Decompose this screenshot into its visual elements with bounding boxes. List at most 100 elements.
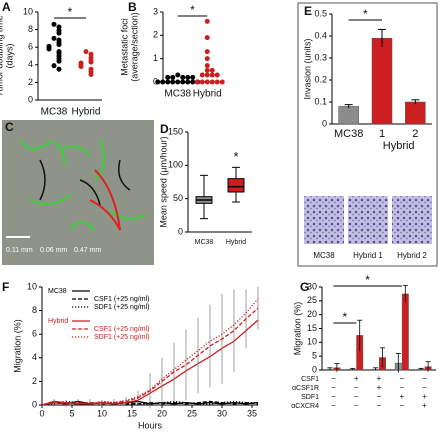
data-point	[56, 58, 62, 64]
y-tick-label: 0	[28, 94, 33, 104]
micrograph	[2, 120, 154, 265]
data-point	[160, 79, 166, 85]
data-point	[214, 72, 220, 78]
data-point	[83, 49, 89, 55]
significance-label: *	[363, 7, 368, 21]
y-tick-label: 0	[322, 118, 327, 128]
y-tick-label: 0.5	[314, 8, 327, 18]
x-tick-label: 0	[39, 408, 44, 418]
scale-label: 0.47 mm	[74, 247, 101, 254]
data-point	[199, 79, 205, 85]
condition-mark: −	[331, 401, 336, 410]
panel-label: E	[304, 4, 312, 18]
data-point	[209, 67, 215, 73]
data-point	[204, 49, 210, 55]
condition-mark: −	[377, 392, 382, 401]
legend-label: SDF1 (+25 ng/ml)	[94, 334, 149, 341]
y-tick-label: 2	[32, 376, 37, 386]
x-tick-label: 2	[412, 128, 418, 140]
condition-mark: −	[399, 374, 404, 383]
data-point	[204, 67, 210, 73]
invasion-image	[392, 196, 432, 244]
significance-label: *	[233, 149, 238, 164]
y-tick-label: 0	[178, 226, 183, 236]
legend-label: CSF1 (+25 ng/ml)	[94, 296, 149, 303]
data-point	[185, 79, 191, 85]
y-axis-label: Migration (%)	[292, 302, 302, 356]
condition-mark: −	[331, 392, 336, 401]
data-point	[155, 79, 161, 85]
condition-mark: −	[399, 383, 404, 392]
data-point	[88, 51, 94, 57]
data-point	[190, 79, 196, 85]
series-line	[41, 298, 259, 406]
y-tick-label: 1	[153, 53, 158, 63]
invasion-image	[304, 196, 344, 244]
x-tick-label: 25	[187, 408, 197, 418]
data-point	[214, 79, 220, 85]
panel-label: D	[160, 122, 169, 136]
data-point	[180, 74, 186, 80]
y-tick-label: 0.3	[314, 52, 327, 62]
x-tick-label: 15	[127, 408, 137, 418]
scale-label: 0.06 mm	[40, 247, 67, 254]
x-tick-label: 35	[247, 408, 257, 418]
y-tick-label: 5	[312, 351, 317, 361]
y-tick-label: 8	[32, 305, 37, 315]
legend-label: CSF1 (+25 ng/ml)	[94, 326, 149, 333]
condition-label: αCXCR4	[291, 403, 319, 410]
y-tick-label: 6	[28, 42, 33, 52]
data-point	[46, 46, 52, 52]
y-tick-label: 0	[312, 364, 317, 374]
y-axis-label: (average/section)	[129, 12, 139, 82]
condition-mark: −	[422, 383, 427, 392]
data-point	[190, 74, 196, 80]
condition-label: SDF1	[301, 394, 319, 401]
y-tick-label: 25	[307, 295, 317, 305]
x-tick-label: MC38	[41, 107, 68, 118]
y-axis-label: Tumor doubling time	[0, 15, 4, 97]
y-tick-label: 4	[28, 59, 33, 69]
y-tick-label: 50	[173, 193, 183, 203]
condition-mark: +	[399, 392, 404, 401]
data-point	[175, 72, 181, 78]
data-point	[194, 79, 200, 85]
y-tick-label: 0	[32, 399, 37, 409]
x-tick-label: Hybrid	[226, 239, 246, 246]
series-line	[41, 307, 259, 406]
scale-label: 0.11 mm	[6, 247, 33, 254]
data-point	[56, 66, 62, 72]
y-tick-label: 10	[23, 6, 33, 16]
data-point	[165, 79, 171, 85]
x-tick-label: MC38	[195, 239, 214, 246]
panel-label: A	[2, 0, 11, 14]
condition-mark: +	[422, 401, 427, 410]
y-tick-label: 100	[168, 160, 183, 170]
x-tick-label: MC38	[334, 128, 363, 140]
data-point	[219, 79, 225, 85]
data-point	[78, 64, 84, 70]
y-tick-label: 4	[32, 352, 37, 362]
y-tick-label: 10	[27, 281, 37, 291]
condition-mark: +	[354, 374, 359, 383]
y-tick-label: 2	[28, 77, 33, 87]
y-tick-label: 20	[307, 309, 317, 319]
panel-e-frame	[297, 2, 438, 267]
data-point	[204, 79, 210, 85]
condition-mark: +	[377, 383, 382, 392]
data-point	[204, 56, 210, 62]
significance-label: *	[342, 310, 347, 324]
y-axis-label: Migration (%)	[12, 319, 22, 373]
condition-mark: −	[354, 401, 359, 410]
bar	[338, 106, 359, 125]
data-point	[185, 74, 191, 80]
data-point	[170, 79, 176, 85]
image-label: MC38	[313, 251, 335, 260]
x-tick-label: 5	[69, 408, 74, 418]
y-axis-label: Mean speed (µm/hour)	[158, 136, 168, 227]
data-point	[180, 79, 186, 85]
x-tick-label: 1	[379, 128, 385, 140]
data-point	[204, 63, 210, 69]
x-tick-label: 20	[157, 408, 167, 418]
significance-label: *	[190, 3, 195, 17]
